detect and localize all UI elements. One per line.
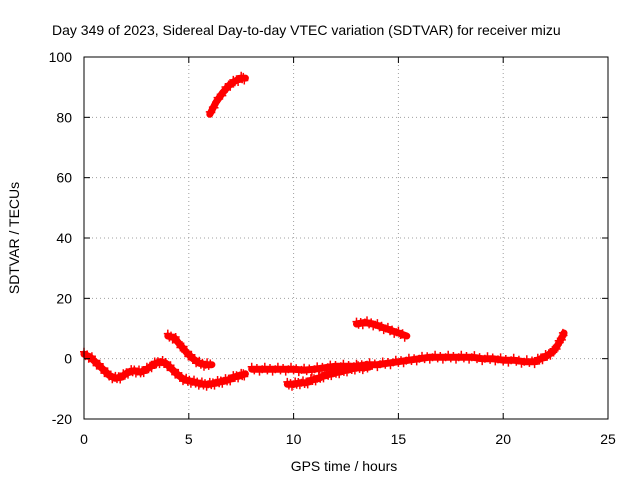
data-point: [164, 362, 173, 371]
chart-title: Day 349 of 2023, Sidereal Day-to-day VTE…: [52, 22, 561, 38]
data-point: [161, 358, 170, 366]
data-point: [171, 333, 180, 341]
data-point: [174, 338, 183, 346]
data-point: [240, 76, 249, 85]
x-axis-label: GPS time / hours: [291, 458, 398, 474]
data-point: [388, 325, 397, 334]
data-point: [94, 360, 103, 369]
data-point: [377, 321, 386, 330]
data-point: [91, 356, 99, 365]
data-point: [102, 368, 110, 377]
grid-lines: [84, 57, 608, 419]
data-point: [398, 329, 407, 338]
data-point: [240, 372, 249, 381]
x-tick-label: 0: [80, 431, 88, 447]
y-tick-label: 80: [56, 109, 72, 125]
x-tick-label: 15: [391, 431, 407, 447]
hump-trace: [163, 329, 216, 371]
data-point: [185, 351, 194, 360]
data-point: [394, 326, 403, 335]
data-point: [97, 364, 106, 373]
data-point: [206, 359, 215, 368]
low-trace: [283, 361, 373, 391]
x-tick-label: 10: [286, 431, 302, 447]
x-tick-label: 25: [600, 431, 616, 447]
data-point: [226, 82, 235, 91]
data-point: [383, 322, 392, 331]
data-point: [182, 347, 191, 356]
x-tick-label: 20: [495, 431, 511, 447]
x-tick-label: 5: [185, 431, 193, 447]
data-point: [559, 331, 568, 340]
y-tick-label: 20: [56, 290, 72, 306]
upper-arc-trace: [205, 71, 249, 118]
main-trace-a: [80, 347, 249, 391]
y-tick-label: 100: [49, 49, 73, 65]
data-point: [546, 351, 555, 360]
data-point: [361, 361, 370, 369]
data-point: [87, 352, 96, 361]
axis-ticks: [83, 56, 609, 420]
y-tick-label: 0: [64, 351, 72, 367]
data-points: [80, 71, 568, 391]
data-point: [373, 319, 382, 328]
data-point: [400, 333, 409, 342]
data-point: [179, 342, 188, 351]
data-point: [95, 359, 104, 368]
data-point: [166, 361, 175, 370]
data-point: [210, 103, 219, 112]
y-tick-label: -20: [52, 411, 72, 427]
data-point: [218, 91, 227, 100]
y-tick-label: 60: [56, 170, 72, 186]
mid-hump-trace: [352, 316, 411, 342]
y-axis-label: SDTVAR / TECUs: [6, 182, 22, 294]
data-point: [207, 108, 216, 117]
data-point: [147, 364, 156, 373]
data-point: [86, 353, 95, 362]
data-point: [168, 366, 176, 375]
data-point: [239, 72, 248, 81]
data-point: [169, 365, 178, 374]
data-point: [363, 364, 372, 373]
data-point: [89, 357, 98, 366]
tick-labels: 0 5 10 15 20 25 -20 0 20 40 60 80 100: [49, 49, 616, 447]
y-tick-label: 40: [56, 230, 72, 246]
data-point: [552, 345, 561, 353]
data-point: [98, 364, 107, 372]
